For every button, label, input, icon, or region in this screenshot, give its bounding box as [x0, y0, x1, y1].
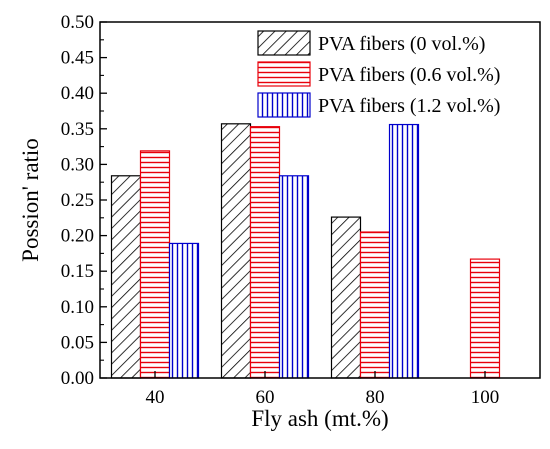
bar-s2-40 [168, 242, 200, 379]
legend-label-1: PVA fibers (0.6 vol.%) [318, 64, 500, 86]
axes-layer: 0.00 0.05 0.10 0.15 0.20 0.25 0.30 0.35 0.40 0.45… [61, 12, 541, 408]
bar-s1-100 [469, 258, 501, 379]
x-tick-label-80: 80 [366, 387, 385, 408]
legend-label-0: PVA fibers (0 vol.%) [318, 33, 485, 55]
legend-swatch-1 [257, 61, 311, 87]
y-tick-label: 0.35 [61, 119, 94, 140]
bar-s2-80 [388, 123, 420, 379]
bar-s0-40 [110, 175, 142, 379]
y-tick-label: 0.10 [61, 297, 94, 318]
bar-s1-60 [249, 126, 281, 379]
y-tick-label: 0.40 [61, 83, 94, 104]
y-axis-title: Possion' ratio [18, 138, 43, 262]
legend-swatch-2 [257, 92, 311, 118]
x-tick-label-100: 100 [471, 387, 500, 408]
x-axis-title: Fly ash (mt.%) [251, 406, 388, 431]
y-tick-label: 0.50 [61, 12, 94, 33]
y-tick-label: 0.45 [61, 48, 94, 69]
bar-s2-60 [278, 175, 310, 379]
y-tick-label: 0.30 [61, 154, 94, 175]
legend: PVA fibers (0 vol.%) PVA fibers (0.6 vol.… [257, 30, 500, 118]
bar-s1-80 [359, 231, 391, 379]
y-tick-label: 0.20 [61, 226, 94, 247]
legend-swatch-0 [257, 30, 311, 56]
bars-layer [110, 123, 501, 379]
x-tick-label-40: 40 [146, 387, 165, 408]
legend-label-2: PVA fibers (1.2 vol.%) [318, 95, 500, 117]
y-tick-label: 0.05 [61, 332, 94, 353]
y-tick-label: 0.25 [61, 190, 94, 211]
x-tick-label-60: 60 [256, 387, 275, 408]
bar-s1-40 [139, 150, 171, 379]
bar-s0-60 [220, 123, 252, 379]
bar-s0-80 [330, 216, 362, 379]
y-tick-label: 0.00 [61, 368, 94, 389]
y-tick-label: 0.15 [61, 261, 94, 282]
